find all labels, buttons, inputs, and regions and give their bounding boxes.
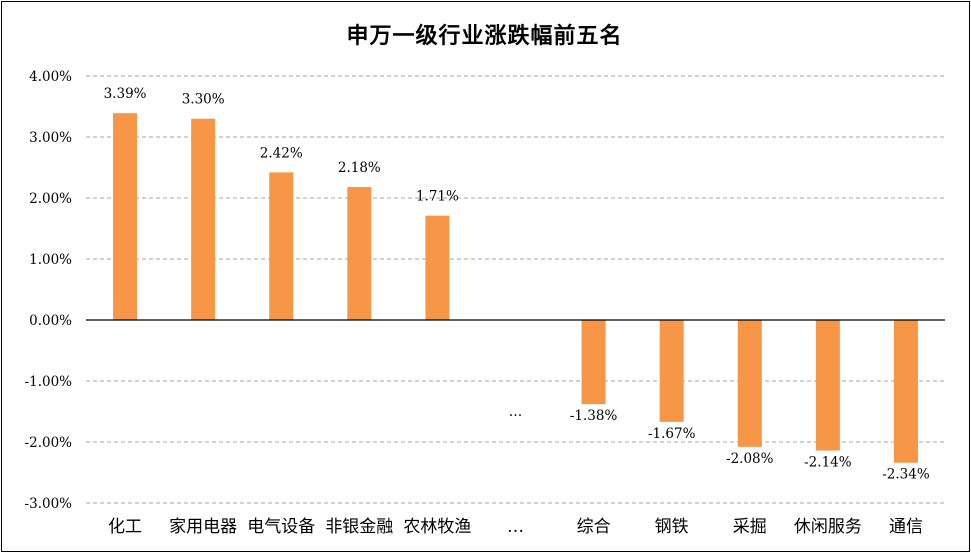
y-axis-ticks: 4.00% 3.00% 2.00% 1.00% 0.00% -1.00% -2.00% -3.… — [25, 69, 73, 512]
gridlines — [86, 75, 945, 504]
data-label: -1.38% — [570, 408, 618, 424]
category-label: 化工 — [108, 517, 142, 537]
bar — [113, 113, 138, 321]
bar — [737, 320, 762, 447]
bar — [347, 187, 372, 320]
y-tick-label: 3.00% — [29, 130, 72, 146]
bar — [191, 118, 216, 320]
bar — [269, 172, 294, 320]
category-label: 综合 — [577, 517, 611, 537]
x-axis-categories: 化工 家用电器 电气设备 非银金融 农林牧渔 … 综合 钢铁 采掘 休闲服务 通信 — [108, 517, 923, 537]
data-label: -1.67% — [648, 426, 696, 442]
y-tick-label: 2.00% — [29, 191, 72, 207]
category-label: 非银金融 — [325, 517, 393, 537]
y-tick-label: 4.00% — [29, 69, 72, 85]
category-label: 电气设备 — [247, 517, 315, 537]
category-label: … — [507, 517, 524, 537]
category-label: 休闲服务 — [794, 517, 862, 537]
data-label: 1.71% — [416, 189, 459, 205]
y-tick-label: 1.00% — [29, 252, 72, 268]
bars — [113, 113, 918, 463]
bar — [659, 320, 684, 422]
data-label: 2.18% — [338, 160, 381, 176]
bar — [425, 215, 450, 320]
category-label: 家用电器 — [169, 517, 237, 537]
bar — [815, 320, 840, 451]
y-tick-label: -1.00% — [25, 374, 73, 390]
data-labels: 3.39% 3.30% 2.42% 2.18% 1.71% … -1.38% -1.67% -2… — [104, 86, 930, 483]
chart-title: 申万一级行业涨跌幅前五名 — [346, 24, 623, 49]
y-tick-label: 0.00% — [29, 313, 72, 329]
bar — [893, 320, 918, 463]
data-label: -2.14% — [804, 455, 852, 471]
data-label: -2.08% — [726, 451, 774, 467]
bar — [581, 320, 606, 405]
data-label: … — [509, 404, 523, 420]
category-label: 通信 — [889, 517, 923, 537]
data-label: 3.30% — [182, 92, 225, 108]
category-label: 农林牧渔 — [403, 517, 471, 537]
data-label: 2.42% — [260, 145, 303, 161]
category-label: 采掘 — [733, 517, 767, 537]
category-label: 钢铁 — [655, 517, 689, 537]
y-tick-label: -2.00% — [25, 435, 73, 451]
y-tick-label: -3.00% — [25, 496, 73, 512]
data-label: 3.39% — [104, 86, 147, 102]
data-label: -2.34% — [882, 467, 930, 483]
